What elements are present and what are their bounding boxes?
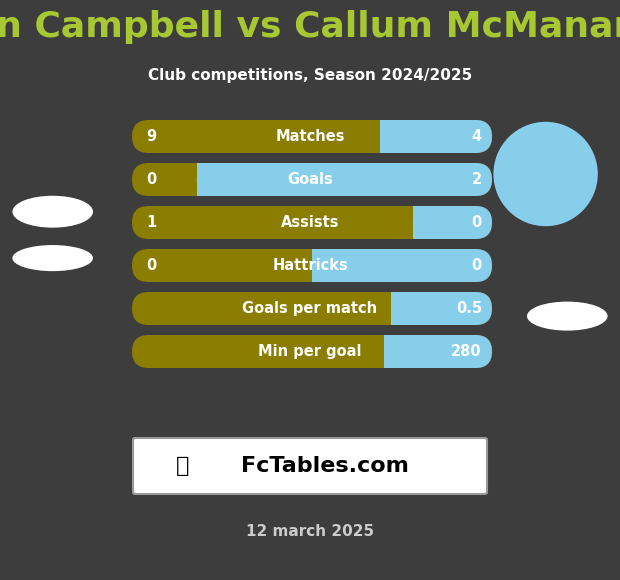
- Text: 1: 1: [146, 215, 156, 230]
- Text: 280: 280: [451, 344, 482, 359]
- FancyBboxPatch shape: [132, 120, 492, 153]
- Text: Goals: Goals: [287, 172, 333, 187]
- Bar: [197, 163, 213, 196]
- FancyBboxPatch shape: [132, 335, 492, 368]
- Text: 9: 9: [146, 129, 156, 144]
- Bar: [413, 206, 429, 239]
- Text: Goals per match: Goals per match: [242, 301, 378, 316]
- FancyBboxPatch shape: [132, 292, 492, 325]
- FancyBboxPatch shape: [132, 163, 492, 196]
- Text: Allan Campbell vs Callum McManaman: Allan Campbell vs Callum McManaman: [0, 10, 620, 44]
- Text: 2: 2: [472, 172, 482, 187]
- Text: 0: 0: [472, 215, 482, 230]
- FancyBboxPatch shape: [132, 249, 492, 282]
- FancyBboxPatch shape: [381, 120, 492, 153]
- Text: 0: 0: [146, 172, 156, 187]
- Text: Club competitions, Season 2024/2025: Club competitions, Season 2024/2025: [148, 68, 472, 83]
- Text: FcTables.com: FcTables.com: [241, 456, 409, 476]
- Text: 0: 0: [472, 258, 482, 273]
- FancyBboxPatch shape: [197, 163, 492, 196]
- Text: 0.5: 0.5: [456, 301, 482, 316]
- Bar: [391, 292, 408, 325]
- Text: Matches: Matches: [275, 129, 345, 144]
- FancyBboxPatch shape: [413, 206, 492, 239]
- Circle shape: [494, 122, 598, 226]
- Bar: [381, 120, 397, 153]
- Text: 12 march 2025: 12 march 2025: [246, 524, 374, 539]
- Text: Assists: Assists: [281, 215, 339, 230]
- FancyBboxPatch shape: [384, 335, 492, 368]
- Bar: [384, 335, 401, 368]
- Ellipse shape: [527, 302, 608, 331]
- FancyBboxPatch shape: [391, 292, 492, 325]
- Text: Hattricks: Hattricks: [272, 258, 348, 273]
- Text: Min per goal: Min per goal: [259, 344, 361, 359]
- Ellipse shape: [12, 196, 93, 228]
- Text: 0: 0: [146, 258, 156, 273]
- Text: 4: 4: [472, 129, 482, 144]
- Text: 📊: 📊: [176, 456, 190, 476]
- FancyBboxPatch shape: [132, 206, 492, 239]
- FancyBboxPatch shape: [133, 438, 487, 494]
- FancyBboxPatch shape: [312, 249, 492, 282]
- Ellipse shape: [12, 245, 93, 271]
- Bar: [312, 249, 329, 282]
